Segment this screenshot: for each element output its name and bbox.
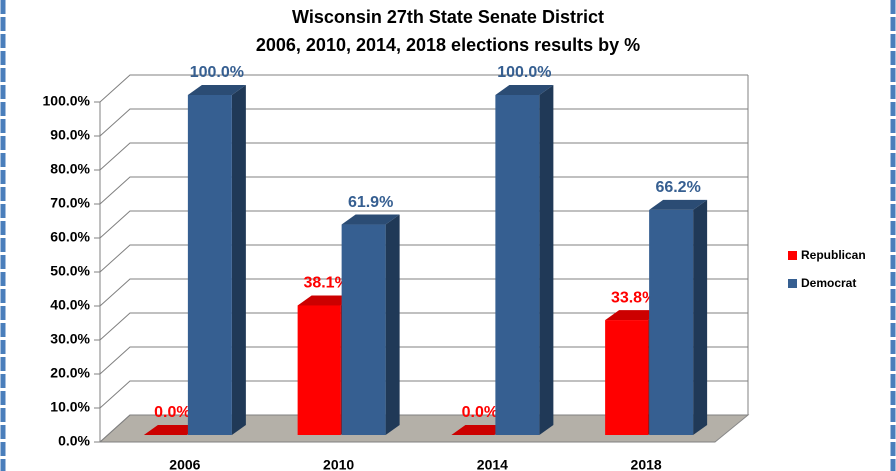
bar-top [143, 425, 201, 435]
data-label: 61.9% [348, 194, 393, 211]
x-tick-label: 2018 [631, 457, 662, 471]
y-tick-label: 80.0% [50, 161, 90, 177]
bar-front [297, 305, 341, 435]
y-tick-label: 90.0% [50, 127, 90, 143]
x-tick-label: 2010 [323, 457, 354, 471]
legend-swatch [788, 279, 797, 288]
y-tick-label: 10.0% [50, 399, 90, 415]
bar [187, 85, 246, 435]
bar-top [451, 425, 509, 435]
y-tick-label: 20.0% [50, 365, 90, 381]
y-tick-label: 40.0% [50, 297, 90, 313]
data-label: 33.8% [611, 289, 656, 306]
bar-front [341, 224, 386, 435]
bar-top [605, 310, 663, 321]
data-label: 100.0% [190, 64, 244, 81]
y-tick-label: 0.0% [58, 433, 90, 449]
data-label: 38.1% [303, 275, 348, 292]
y-tick-label: 70.0% [50, 195, 90, 211]
bar-top [495, 85, 554, 95]
x-tick-label: 2014 [477, 457, 508, 471]
bar [143, 425, 201, 435]
bar-side [693, 199, 708, 435]
x-tick-label: 2006 [169, 457, 200, 471]
data-label: 100.0% [497, 64, 551, 81]
bar-front [605, 320, 649, 435]
bar-front [187, 95, 232, 435]
bar-front [649, 209, 694, 435]
y-tick-label: 60.0% [50, 229, 90, 245]
legend-swatch [788, 251, 797, 260]
bar [341, 214, 400, 435]
chart-title: Wisconsin 27th State Senate District [292, 7, 604, 27]
chart-subtitle: 2006, 2010, 2014, 2018 elections results… [256, 35, 640, 55]
y-tick-label: 50.0% [50, 263, 90, 279]
bar-front [495, 95, 540, 435]
bar-side [231, 85, 246, 435]
bar [451, 425, 509, 435]
data-label: 0.0% [462, 404, 498, 421]
legend-label: Republican [801, 248, 866, 262]
bar-top [187, 85, 246, 95]
legend-label: Democrat [801, 276, 856, 290]
data-label: 66.2% [655, 179, 700, 196]
bar-top [297, 295, 355, 306]
bar-side [539, 85, 554, 435]
y-tick-label: 30.0% [50, 331, 90, 347]
bar [649, 199, 708, 435]
y-tick-label: 100.0% [43, 93, 91, 109]
grid-line [99, 74, 748, 103]
bar-side [385, 214, 400, 435]
bar-top [649, 199, 708, 210]
bar-top [341, 214, 400, 225]
data-label: 0.0% [154, 404, 190, 421]
bar [495, 85, 554, 435]
